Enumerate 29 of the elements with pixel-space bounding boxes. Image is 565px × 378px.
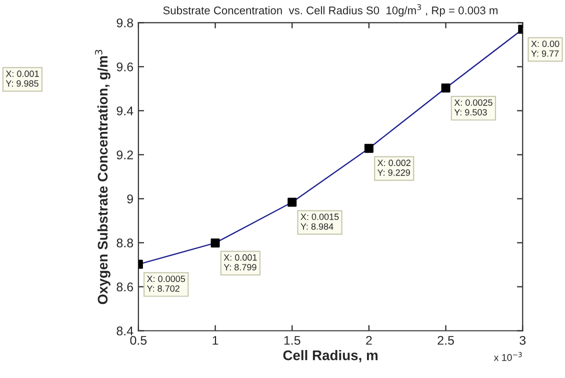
x-tick-label: 2.5 (438, 336, 454, 345)
x-tick-label: 2 (366, 336, 372, 345)
y-tick-label: 9.8 (116, 18, 134, 28)
x-axis-title: Cell Radius, m (283, 350, 378, 362)
y-tick-label: 8.4 (116, 326, 134, 336)
x-tick-label: 0.5 (130, 336, 147, 345)
data-label: X: 0.00 Y: 9.77 (531, 40, 560, 57)
point (441, 84, 450, 93)
data-label: X: 0.001 Y: 8.799 (224, 254, 257, 270)
y-tick-label: 8.6 (116, 282, 134, 292)
point (210, 238, 220, 248)
y-axis-title: Oxygen Substrate Concentration, g/m$^{3}$ (94, 50, 110, 304)
data-label: X: 0.0015 Y: 8.984 (300, 214, 339, 230)
y-tick-label: 9.6 (116, 62, 134, 72)
data-label: X: 0.0005 Y: 8.702 (146, 276, 186, 292)
data-label: X: 0.002 Y: 9.229 (377, 160, 410, 176)
x-tick-label: 1.5 (284, 336, 300, 345)
text: X: 0.001 Y: 9.985 (6, 70, 39, 87)
y-tick-label: 9.2 (116, 150, 133, 160)
y-tick-label: 9 (127, 194, 133, 204)
text: x 10$^{−3}$ (494, 352, 522, 361)
y-tick-label: 9.4 (116, 106, 134, 116)
y-tick-label: 8.8 (116, 238, 134, 248)
data-label: X: 0.0025 Y: 9.503 (454, 99, 492, 116)
x-tick-label: 1 (212, 336, 218, 345)
chart-title: Substrate Concentration vs. Cell Radius S0 10g/m$^{3}$ , Rp = 0.003 m (163, 4, 498, 17)
x-tick-label: 3 (520, 336, 526, 345)
point (288, 198, 297, 207)
point (364, 144, 374, 153)
